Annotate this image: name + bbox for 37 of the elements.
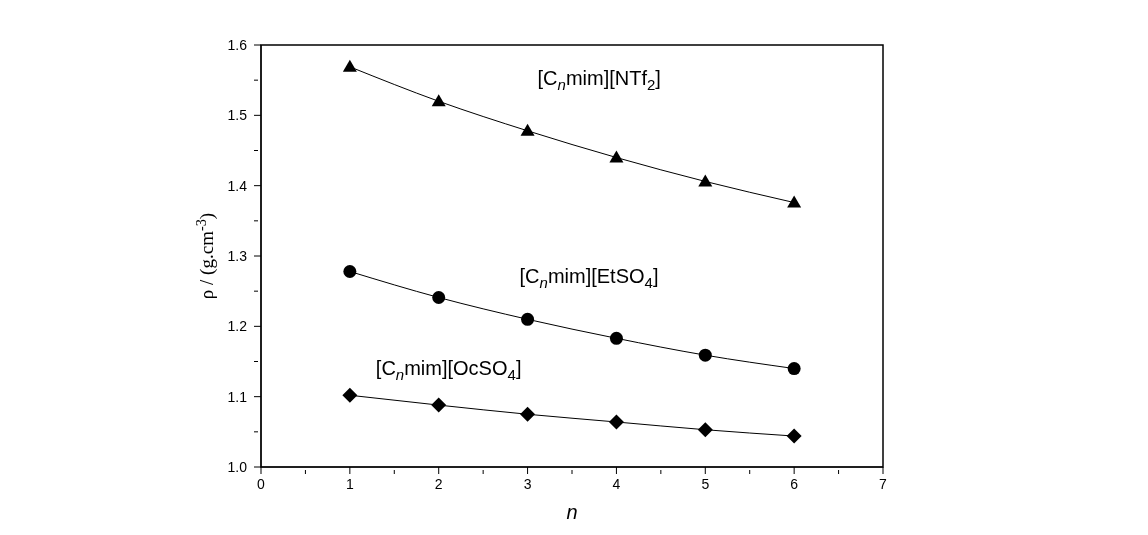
x-tick-label: 4 bbox=[612, 476, 621, 492]
point bbox=[787, 362, 801, 376]
y-tick-label: 1.6 bbox=[227, 37, 248, 53]
point bbox=[697, 422, 713, 438]
y-tick-label: 1.5 bbox=[227, 107, 248, 124]
y-tick-label: 1.0 bbox=[227, 459, 248, 475]
x-tick-label: 6 bbox=[790, 476, 799, 492]
series-label: [C$_{n}$mim][OcSO$_{4}$] bbox=[375, 357, 522, 383]
point bbox=[609, 331, 623, 345]
point bbox=[432, 291, 446, 304]
point bbox=[786, 428, 802, 444]
point bbox=[520, 123, 535, 136]
point bbox=[521, 312, 535, 326]
y-tick-label: 1.1 bbox=[227, 388, 248, 405]
y-tick-label: 1.2 bbox=[227, 318, 248, 335]
x-tick-label: 5 bbox=[701, 476, 710, 492]
point bbox=[342, 59, 357, 72]
x-tick-label: 0 bbox=[257, 476, 266, 492]
y-tick-label: 1.3 bbox=[227, 248, 248, 264]
point bbox=[609, 150, 624, 163]
point bbox=[431, 397, 447, 413]
x-tick-label: 2 bbox=[434, 476, 443, 492]
point bbox=[787, 195, 802, 208]
point bbox=[698, 174, 713, 187]
point bbox=[698, 348, 712, 362]
point bbox=[431, 94, 446, 107]
point bbox=[520, 406, 536, 422]
series-label: [C$_{n}$mim][NTf$_{2}$] bbox=[537, 66, 661, 93]
x-tick-label: 3 bbox=[523, 476, 532, 492]
x-tick-label: 7 bbox=[879, 476, 888, 492]
point bbox=[343, 264, 357, 278]
point bbox=[342, 387, 358, 403]
point bbox=[608, 414, 624, 430]
x-tick-label: 1 bbox=[345, 476, 354, 492]
y-tick-label: 1.4 bbox=[227, 177, 248, 194]
x-axis-title: n bbox=[566, 501, 578, 523]
series-label: [C$_{n}$mim][EtSO$_{4}$] bbox=[519, 265, 659, 291]
